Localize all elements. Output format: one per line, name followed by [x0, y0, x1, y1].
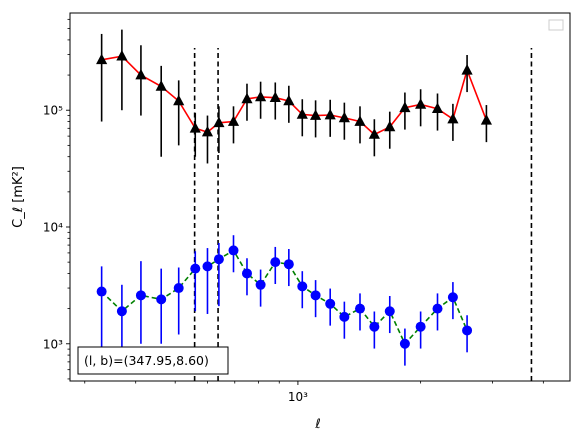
data-point — [213, 254, 224, 265]
series-1 — [96, 29, 492, 164]
data-point — [368, 128, 380, 139]
data-point — [269, 91, 281, 103]
data-point — [227, 115, 240, 126]
y-tick-label: 10³ — [43, 337, 63, 351]
data-point — [201, 125, 214, 137]
data-point — [241, 92, 253, 104]
series-line — [101, 55, 488, 136]
data-point — [228, 245, 239, 256]
data-point — [339, 311, 350, 322]
annotation-box: (l, b)=(347.95,8.60) — [77, 346, 229, 375]
data-point — [354, 303, 365, 314]
data-point — [241, 268, 252, 279]
data-point — [310, 290, 321, 301]
data-point — [324, 108, 336, 120]
data-point — [384, 120, 396, 132]
y-tick-label: 10⁴ — [43, 220, 63, 234]
data-point — [462, 325, 473, 336]
data-point — [461, 64, 473, 75]
data-point — [270, 257, 281, 268]
data-point — [190, 263, 201, 274]
data-point — [283, 259, 294, 270]
data-point — [447, 292, 458, 303]
data-point — [156, 294, 167, 305]
data-point — [415, 98, 427, 109]
data-point — [116, 50, 128, 61]
legend — [548, 19, 564, 31]
data-point — [255, 279, 266, 290]
y-axis-label: C_ℓ [mK²] — [11, 166, 26, 228]
data-point — [173, 94, 185, 106]
data-point — [135, 290, 146, 301]
axis-ticks: 10³ 10³ 10⁴ 10⁵ — [43, 18, 544, 404]
data-point — [173, 283, 184, 294]
data-point — [135, 68, 147, 80]
axes-frame — [69, 12, 571, 382]
x-axis-label: ℓ — [314, 417, 320, 432]
annotation-text: (l, b)=(347.95,8.60) — [84, 353, 209, 368]
data-point — [354, 115, 366, 126]
series-2 — [96, 235, 473, 366]
data-point — [297, 281, 308, 292]
series-group — [96, 29, 492, 366]
data-point — [189, 122, 201, 133]
data-point — [202, 261, 213, 272]
data-point — [415, 321, 426, 332]
legend-box — [548, 19, 564, 31]
data-point — [432, 303, 443, 314]
data-point — [255, 90, 267, 102]
data-point — [338, 111, 350, 123]
data-point — [310, 109, 322, 120]
data-point — [96, 53, 108, 65]
data-point — [283, 94, 295, 106]
data-point — [384, 306, 395, 317]
data-point — [447, 112, 459, 124]
data-point — [325, 298, 336, 309]
data-point — [155, 80, 167, 91]
data-point — [116, 306, 127, 317]
data-point — [399, 338, 410, 349]
data-point — [399, 101, 411, 113]
data-point — [296, 108, 308, 119]
vertical-lines — [193, 48, 533, 381]
data-point — [213, 116, 225, 128]
y-tick-label: 10⁵ — [43, 104, 63, 118]
data-point — [431, 102, 444, 114]
data-point — [369, 321, 380, 332]
data-point — [480, 114, 492, 125]
annotation-frame — [77, 346, 229, 375]
data-point — [96, 286, 107, 297]
x-tick-label: 10³ — [288, 390, 308, 404]
